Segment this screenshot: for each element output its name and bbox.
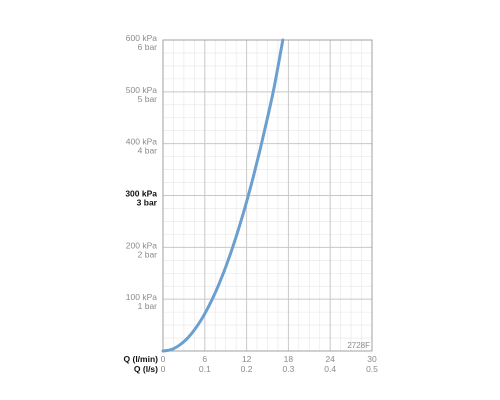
y-tick-label-bar: 2 bar [138, 249, 158, 259]
y-tick-label-bar: 3 bar [137, 198, 158, 208]
y-tick-label-bar: 4 bar [138, 146, 158, 156]
x-tick-label-lmin: 0 [161, 354, 166, 364]
x-tick-label-ls: 0.1 [199, 364, 211, 374]
y-tick-label-bar: 6 bar [138, 42, 158, 52]
x-tick-label-lmin: 18 [284, 354, 294, 364]
y-tick-label-kpa: 300 kPa [125, 189, 157, 199]
x-tick-label-ls: 0 [161, 364, 166, 374]
x-axis-ticks: 0 6 12 18 24 30 0 0.1 0.2 0.3 0.4 0.5 [161, 354, 379, 374]
y-tick-label-kpa: 500 kPa [126, 85, 157, 95]
x-axis-label-primary: Q (l/min) [124, 354, 159, 364]
chart-code-label: 2728F [347, 341, 370, 350]
y-tick-label-kpa: 100 kPa [126, 292, 157, 302]
series-curve [161, 38, 285, 353]
x-tick-label-lmin: 24 [325, 354, 335, 364]
y-tick-label-bar: 5 bar [138, 94, 158, 104]
x-tick-label-ls: 0.3 [282, 364, 294, 374]
y-tick-label-bar: 1 bar [138, 301, 158, 311]
x-tick-label-lmin: 30 [367, 354, 377, 364]
x-tick-label-ls: 0.4 [324, 364, 336, 374]
x-tick-label-ls: 0.5 [366, 364, 378, 374]
x-tick-label-lmin: 6 [202, 354, 207, 364]
x-tick-label-ls: 0.2 [241, 364, 253, 374]
x-tick-label-lmin: 12 [242, 354, 252, 364]
y-tick-label-kpa: 200 kPa [126, 240, 157, 250]
y-tick-label-kpa: 600 kPa [126, 33, 157, 43]
x-axis-label-secondary: Q (l/s) [134, 364, 158, 374]
y-tick-label-kpa: 400 kPa [126, 137, 157, 147]
plot-frame [162, 39, 373, 352]
grid-major-lines [163, 40, 372, 351]
